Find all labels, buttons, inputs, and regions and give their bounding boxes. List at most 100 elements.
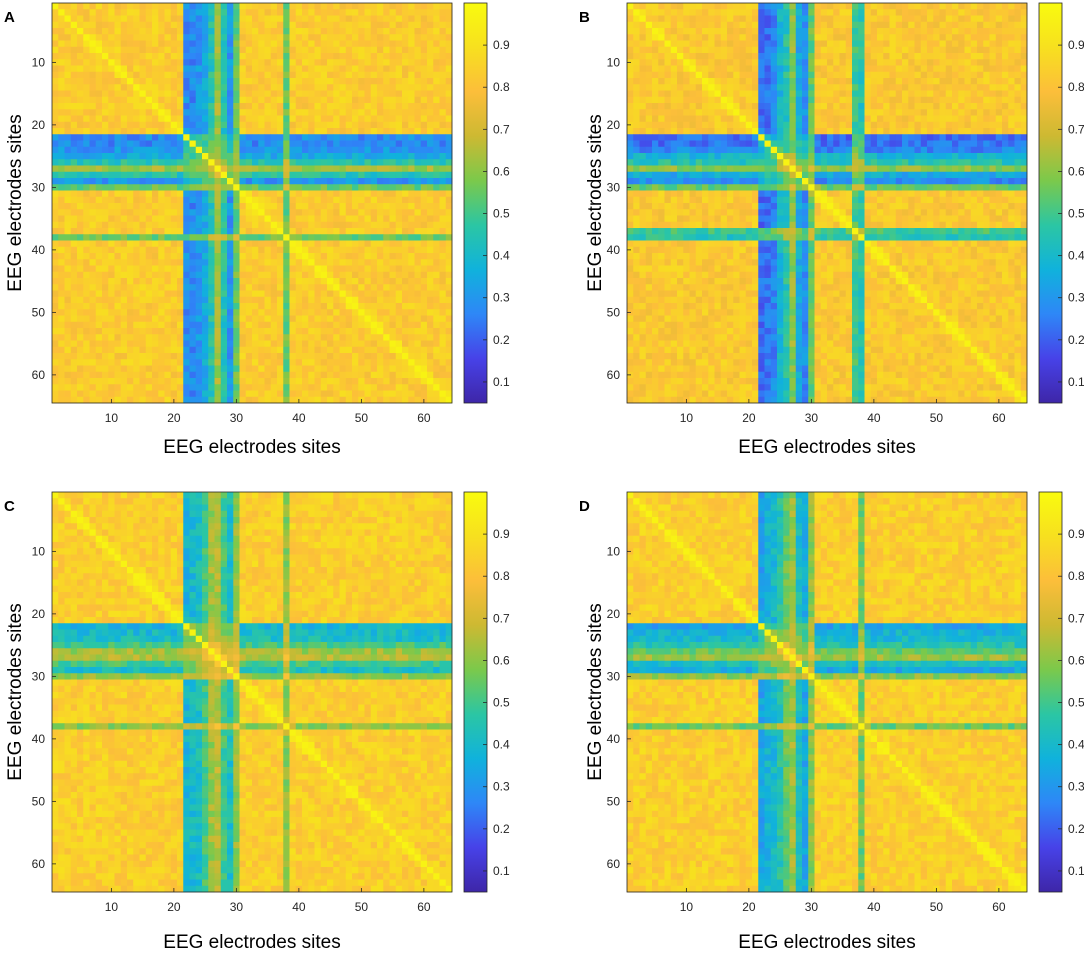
heatmap-cell: [89, 84, 97, 91]
heatmap-cell: [308, 253, 315, 260]
heatmap-cell: [139, 96, 147, 104]
heatmap-cell: [270, 209, 278, 216]
heatmap-cell: [795, 78, 803, 85]
heatmap-cell: [439, 371, 447, 379]
heatmap-cell: [283, 290, 290, 298]
heatmap-cell: [77, 140, 84, 148]
heatmap-cell: [370, 40, 378, 48]
heatmap-cell: [383, 271, 390, 279]
heatmap-cell: [389, 209, 397, 216]
heatmap-cell: [402, 96, 409, 104]
heatmap-cell: [108, 384, 115, 391]
heatmap-cell: [120, 15, 128, 23]
heatmap-cell: [783, 34, 790, 41]
heatmap-cell: [377, 221, 384, 229]
heatmap-cell: [352, 253, 359, 260]
heatmap-cell: [133, 121, 140, 129]
heatmap-cell: [139, 196, 147, 204]
heatmap-cell: [433, 103, 440, 110]
heatmap-cell: [352, 378, 359, 385]
heatmap-cell: [339, 203, 347, 210]
heatmap-cell: [364, 96, 372, 104]
heatmap-cell: [245, 90, 253, 98]
heatmap-cell: [64, 346, 72, 354]
heatmap-cell: [733, 53, 740, 60]
heatmap-cell: [95, 15, 103, 23]
heatmap-cell: [283, 196, 290, 204]
heatmap-cell: [127, 96, 134, 104]
heatmap-cell: [114, 90, 122, 98]
heatmap-cell: [402, 390, 409, 398]
heatmap-cell: [77, 121, 84, 129]
heatmap-cell: [214, 396, 222, 404]
heatmap-cell: [202, 284, 209, 291]
heatmap-cell: [395, 328, 403, 335]
heatmap-cell: [958, 34, 965, 41]
heatmap-cell: [189, 346, 197, 354]
heatmap-cell: [395, 78, 403, 85]
heatmap-cell: [77, 378, 84, 385]
heatmap-cell: [252, 184, 259, 191]
heatmap-cell: [1014, 9, 1022, 16]
heatmap-cell: [308, 90, 315, 98]
heatmap-cell: [189, 109, 197, 116]
heatmap-cell: [389, 334, 397, 341]
heatmap-cell: [727, 3, 734, 10]
heatmap-cell: [152, 90, 159, 98]
heatmap-cell: [120, 203, 128, 210]
heatmap-cell: [308, 215, 315, 223]
heatmap-cell: [114, 228, 122, 235]
heatmap-cell: [252, 46, 259, 54]
heatmap-cell: [277, 221, 284, 229]
heatmap-cell: [89, 21, 97, 29]
heatmap-cell: [89, 128, 97, 135]
heatmap-cell: [77, 284, 84, 291]
heatmap-cell: [889, 15, 897, 23]
heatmap-cell: [270, 115, 278, 123]
heatmap-cell: [433, 321, 440, 329]
heatmap-cell: [808, 59, 815, 66]
heatmap-cell: [239, 3, 247, 10]
heatmap-cell: [64, 309, 72, 316]
heatmap-cell: [245, 365, 253, 373]
heatmap-cell: [339, 371, 347, 379]
heatmap-cell: [220, 90, 228, 98]
heatmap-cell: [383, 59, 390, 66]
heatmap-cell: [139, 265, 147, 273]
heatmap-cell: [270, 90, 278, 98]
heatmap-cell: [220, 115, 228, 123]
heatmap-cell: [402, 290, 409, 298]
heatmap-cell: [227, 371, 234, 379]
heatmap-cell: [170, 109, 178, 116]
heatmap-cell: [977, 21, 984, 29]
heatmap-cell: [427, 153, 434, 160]
heatmap-cell: [433, 278, 440, 285]
heatmap-cell: [308, 265, 315, 273]
heatmap-cell: [183, 171, 190, 179]
heatmap-cell: [177, 246, 184, 254]
heatmap-cell: [64, 9, 72, 16]
heatmap-cell: [270, 315, 278, 323]
heatmap-cell: [220, 365, 228, 373]
heatmap-cell: [308, 46, 315, 54]
heatmap-cell: [752, 40, 759, 48]
heatmap-cell: [164, 203, 172, 210]
heatmap-cell: [58, 46, 65, 54]
heatmap-cell: [289, 115, 297, 123]
heatmap-cell: [439, 221, 447, 229]
heatmap-cell: [64, 53, 72, 60]
heatmap-cell: [164, 21, 172, 29]
heatmap-cell: [758, 78, 765, 85]
heatmap-cell: [827, 40, 834, 48]
heatmap-cell: [202, 190, 209, 198]
heatmap-cell: [358, 71, 365, 79]
heatmap-cell: [877, 9, 884, 16]
heatmap-cell: [270, 178, 278, 185]
heatmap-cell: [220, 359, 228, 366]
heatmap-cell: [114, 378, 122, 385]
heatmap-cell: [120, 46, 128, 54]
heatmap-cell: [439, 215, 447, 223]
heatmap-cell: [208, 390, 215, 398]
heatmap-cell: [264, 396, 272, 404]
heatmap-cell: [439, 253, 447, 260]
